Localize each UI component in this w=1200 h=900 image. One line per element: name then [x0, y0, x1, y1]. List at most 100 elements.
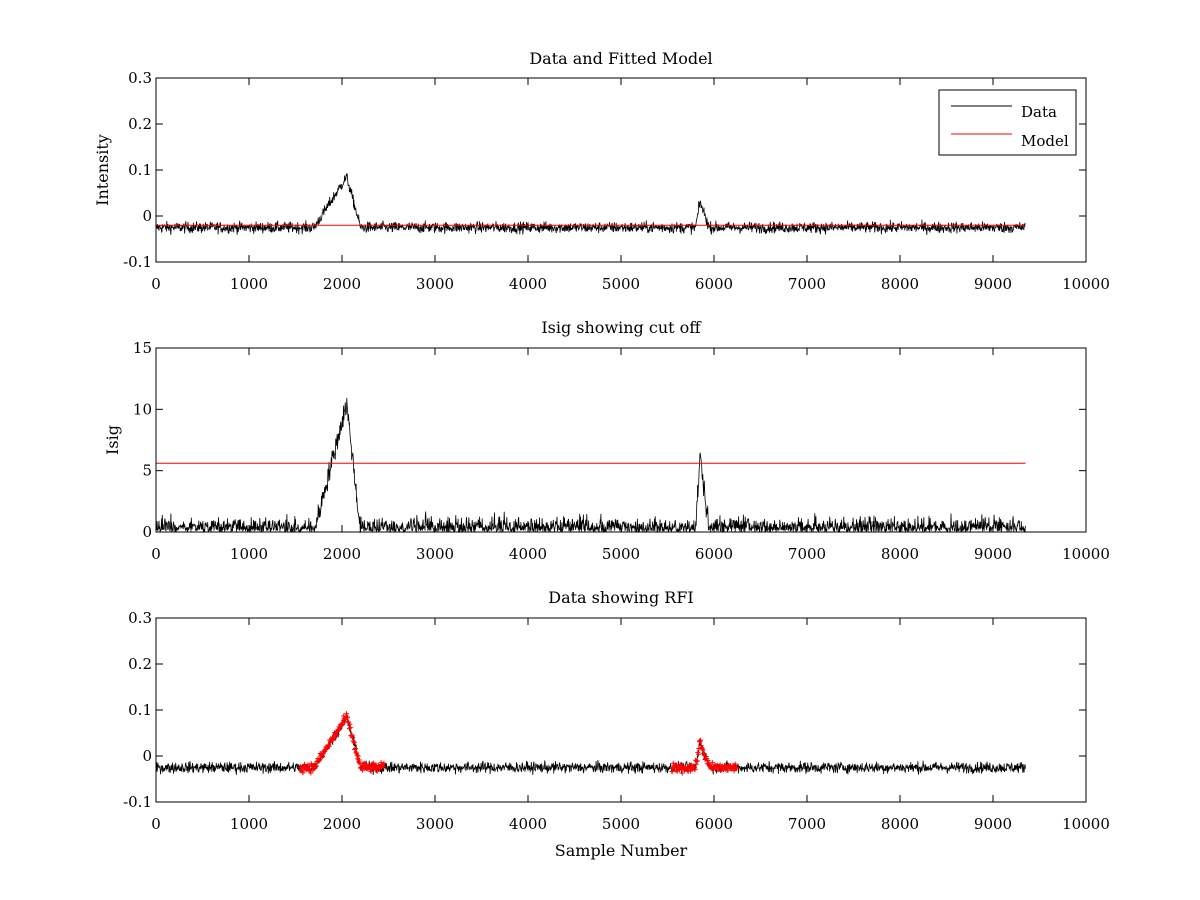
rfi-point	[347, 721, 353, 727]
axis-ticks: 0 1000 2000 3000 4000 5000 6000 7000 8000 9000 100…	[123, 69, 1110, 293]
y-tick-label: 5	[142, 462, 152, 480]
x-tick-label: 7000	[788, 545, 826, 563]
x-tick-label: 10000	[1062, 275, 1110, 293]
panel-isig-showing-cut-off: 0 1000 2000 3000 4000 5000 6000 7000 8000 9000 100…	[103, 318, 1110, 563]
legend: Data Model	[938, 89, 1077, 156]
rfi-point	[679, 770, 685, 776]
y-tick-label: 10	[133, 400, 152, 418]
rfi-point	[351, 740, 357, 746]
x-tick-label: 3000	[416, 815, 454, 833]
rfi-point	[732, 761, 738, 767]
y-tick-label: 0.3	[128, 609, 152, 627]
x-tick-label: 6000	[695, 275, 733, 293]
y-tick-label: -0.1	[123, 253, 152, 271]
rfi-point	[361, 760, 367, 766]
x-tick-label: 2000	[323, 275, 361, 293]
rfi-point	[693, 761, 699, 767]
x-tick-label: 6000	[695, 815, 733, 833]
rfi-point	[709, 760, 715, 766]
chart-title: Isig showing cut off	[541, 318, 702, 337]
rfi-markers	[297, 711, 740, 776]
rfi-point	[356, 757, 362, 763]
rfi-point	[339, 722, 345, 728]
rfi-point	[317, 757, 323, 763]
x-tick-label: 8000	[881, 815, 919, 833]
rfi-point	[308, 770, 314, 776]
chart-title: Data and Fitted Model	[529, 49, 712, 68]
x-tick-label: 8000	[881, 275, 919, 293]
rfi-point	[355, 753, 361, 759]
x-tick-label: 9000	[974, 275, 1012, 293]
plot-marks	[155, 711, 1026, 776]
rfi-point	[691, 766, 697, 772]
x-tick-label: 5000	[602, 275, 640, 293]
x-tick-label: 10000	[1062, 815, 1110, 833]
x-tick-label: 2000	[323, 545, 361, 563]
x-tick-label: 0	[151, 815, 161, 833]
legend-model-label: Model	[1021, 132, 1069, 150]
y-axis-label: Isig	[103, 425, 122, 455]
x-tick-label: 9000	[974, 545, 1012, 563]
chart-title: Data showing RFI	[548, 588, 693, 607]
plot-marks	[155, 397, 1026, 534]
rfi-point	[352, 747, 358, 752]
x-tick-label: 0	[151, 275, 161, 293]
y-tick-label: 15	[133, 339, 152, 357]
rfi-point	[347, 725, 353, 731]
axis-ticks: 0 1000 2000 3000 4000 5000 6000 7000 8000 9000 100…	[133, 339, 1110, 563]
rfi-point	[350, 734, 356, 740]
x-tick-label: 5000	[602, 815, 640, 833]
rfi-point	[694, 758, 700, 764]
y-tick-label: 0.3	[128, 69, 152, 87]
x-tick-label: 3000	[416, 275, 454, 293]
rfi-point	[345, 714, 351, 720]
rfi-point	[346, 719, 352, 725]
x-tick-label: 7000	[788, 275, 826, 293]
series-line-0	[155, 397, 1026, 534]
rfi-point	[331, 735, 337, 741]
x-axis-label: Sample Number	[555, 841, 688, 860]
rfi-point	[380, 764, 386, 770]
axis-ticks: 0 1000 2000 3000 4000 5000 6000 7000 8000 9000 100…	[123, 609, 1110, 833]
legend-data-label: Data	[1021, 103, 1057, 121]
y-tick-label: 0	[142, 523, 152, 541]
y-tick-label: 0	[142, 747, 152, 765]
y-tick-label: 0.1	[128, 701, 152, 719]
x-tick-label: 0	[151, 545, 161, 563]
rfi-point	[381, 760, 387, 766]
rfi-point	[326, 743, 332, 749]
x-tick-label: 7000	[788, 815, 826, 833]
rfi-point	[313, 763, 319, 769]
x-tick-label: 2000	[323, 815, 361, 833]
x-tick-label: 4000	[509, 545, 547, 563]
x-tick-label: 1000	[230, 545, 268, 563]
y-tick-label: 0.2	[128, 115, 152, 133]
y-tick-label: 0	[142, 207, 152, 225]
rfi-point	[673, 762, 678, 768]
rfi-point	[349, 732, 355, 738]
x-tick-label: 4000	[509, 275, 547, 293]
series-line-0	[155, 173, 1026, 236]
rfi-point	[700, 747, 706, 753]
rfi-point	[368, 769, 374, 774]
rfi-point	[698, 737, 704, 743]
rfi-point	[346, 726, 352, 732]
x-tick-label: 3000	[416, 545, 454, 563]
legend-box	[938, 89, 1077, 156]
rfi-point	[692, 767, 698, 773]
y-tick-label: 0.2	[128, 655, 152, 673]
y-axis-label: Intensity	[93, 134, 112, 206]
rfi-point	[725, 767, 731, 773]
x-tick-label: 9000	[974, 815, 1012, 833]
x-tick-label: 8000	[881, 545, 919, 563]
rfi-point	[734, 765, 740, 771]
panel-data-and-fitted-model: 0 1000 2000 3000 4000 5000 6000 7000 8000 9000 100…	[93, 49, 1110, 293]
y-tick-label: 0.1	[128, 161, 152, 179]
panel-data-showing-rfi: 0 1000 2000 3000 4000 5000 6000 7000 8000 9000 100…	[123, 588, 1110, 860]
x-tick-label: 4000	[509, 815, 547, 833]
rfi-point	[695, 751, 701, 757]
x-tick-label: 10000	[1062, 545, 1110, 563]
plot-marks	[155, 173, 1026, 236]
x-tick-label: 5000	[602, 545, 640, 563]
